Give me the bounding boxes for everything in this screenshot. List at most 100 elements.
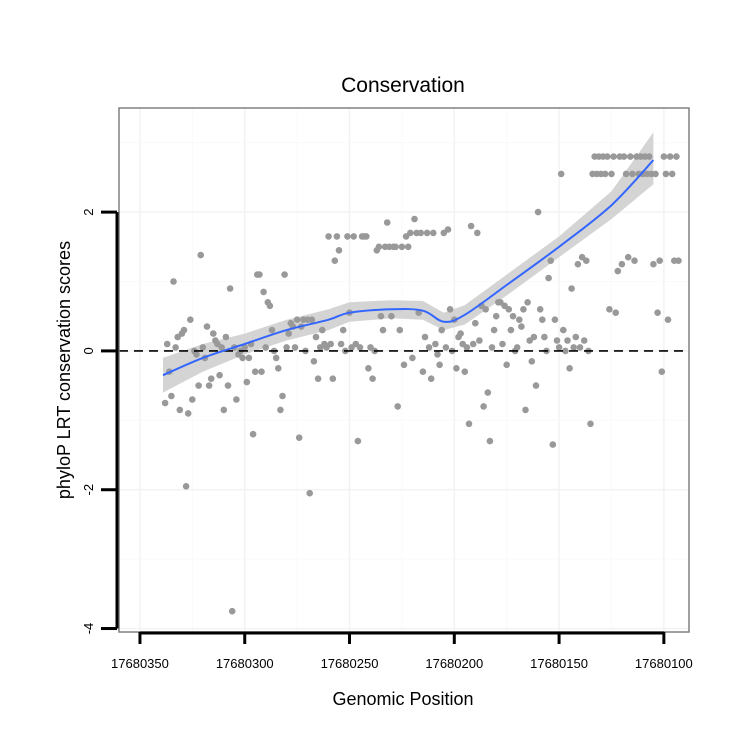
data-point [557, 170, 565, 178]
data-point [275, 365, 282, 372]
data-point [335, 247, 343, 254]
data-point [394, 403, 402, 410]
data-point [329, 375, 337, 383]
data-point [612, 309, 619, 317]
data-point [610, 153, 617, 160]
data-point [467, 222, 475, 230]
data-point [279, 392, 286, 400]
y-tick-label: -2 [81, 484, 96, 496]
data-point [176, 406, 184, 414]
data-point [400, 361, 408, 369]
data-point [277, 406, 284, 414]
data-point [193, 351, 200, 358]
data-point [536, 306, 544, 313]
data-point [486, 437, 494, 445]
data-point [656, 257, 663, 265]
data-point [427, 375, 435, 383]
data-point [438, 326, 446, 334]
data-point [293, 316, 301, 324]
data-point [469, 340, 477, 348]
data-point [189, 396, 196, 403]
data-point [520, 306, 527, 313]
data-point [566, 365, 573, 372]
data-point [295, 434, 303, 442]
data-point [664, 316, 672, 324]
data-point [629, 170, 636, 178]
x-tick-label: 17680150 [530, 656, 588, 671]
data-point [407, 229, 414, 237]
data-point [576, 344, 584, 351]
data-point [356, 344, 364, 351]
data-point [430, 229, 437, 237]
loess-smooth-line [162, 159, 655, 377]
data-point [207, 375, 215, 383]
data-point [333, 233, 341, 240]
data-point [310, 358, 318, 365]
data-point [243, 378, 251, 386]
data-point [622, 170, 630, 178]
data-point [549, 441, 557, 448]
data-point [668, 170, 676, 178]
data-point [197, 251, 204, 259]
data-point [568, 285, 575, 292]
data-point [388, 312, 395, 320]
data-point [425, 344, 433, 351]
data-point [574, 260, 582, 268]
data-point [187, 316, 194, 324]
data-point [411, 215, 418, 223]
smooth-line-layer [162, 159, 655, 377]
data-point [547, 257, 554, 265]
data-point [570, 344, 577, 351]
data-point [251, 368, 259, 376]
data-point [344, 233, 351, 240]
data-point [354, 437, 362, 445]
y-tick-label: 2 [81, 208, 96, 215]
data-point [383, 219, 391, 226]
data-point [618, 260, 626, 268]
data-point [239, 354, 246, 362]
data-point [163, 340, 171, 348]
data-point [480, 403, 487, 410]
data-point [555, 344, 563, 351]
data-point [434, 351, 441, 358]
y-axis-label: phyloP LRT conservation scores [54, 241, 74, 499]
data-point [499, 340, 506, 348]
data-point [203, 323, 211, 330]
data-point [220, 406, 228, 414]
data-point [627, 153, 634, 160]
data-point [444, 226, 452, 233]
data-point [266, 302, 274, 310]
data-point [465, 420, 473, 428]
x-tick-label: 17680300 [216, 656, 274, 671]
data-point [652, 170, 659, 178]
data-point [423, 229, 431, 237]
data-point [604, 153, 611, 160]
data-point [350, 233, 358, 240]
data-point [457, 330, 464, 337]
data-point [256, 271, 263, 278]
data-point [319, 326, 326, 334]
data-point [453, 365, 460, 372]
data-point [398, 243, 406, 251]
data-point [404, 243, 412, 251]
data-point [180, 326, 188, 334]
x-axis-label: Genomic Position [332, 689, 473, 709]
data-point [513, 344, 521, 351]
data-point [421, 333, 429, 341]
data-point [262, 344, 270, 351]
data-point [660, 153, 668, 160]
data-point [522, 406, 529, 414]
data-point [650, 260, 657, 268]
data-point [541, 333, 548, 341]
data-point [226, 285, 234, 292]
data-point [572, 333, 580, 341]
data-point [233, 396, 240, 403]
data-point [503, 361, 511, 369]
data-point [530, 333, 538, 341]
x-tick-label: 17680100 [635, 656, 693, 671]
data-point [446, 306, 454, 313]
confidence-band-layer [163, 132, 654, 393]
data-point [306, 489, 314, 497]
data-point [365, 365, 372, 372]
